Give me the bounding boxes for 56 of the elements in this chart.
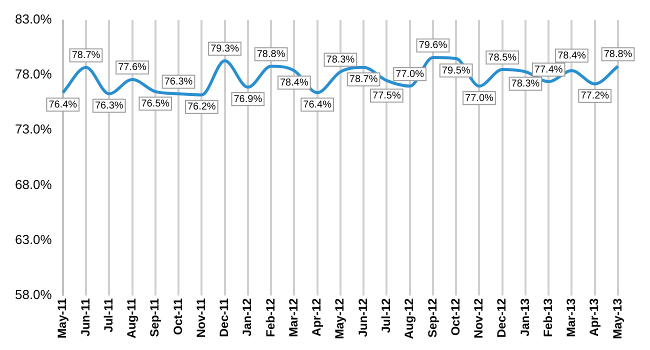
x-tick-label: Sep-11 [148,298,162,338]
x-tick-label: May-11 [55,298,70,338]
x-tick-label: Sep-12 [425,298,440,338]
data-label: 78.4% [558,50,586,62]
x-tick-label: Oct-11 [170,298,185,335]
x-tick-label: Jun-11 [78,298,92,336]
x-tick-label: Jan-13 [518,298,532,336]
x-tick-label: May-12 [332,298,347,339]
data-label: 76.4% [303,99,332,110]
data-label: 78.7% [349,74,378,86]
data-label: 76.5% [141,98,170,110]
x-tick-label: Mar-13 [564,298,578,337]
data-label: 79.5% [442,65,470,76]
x-tick-label: Jun-12 [356,298,370,337]
x-tick-label: Jan-12 [240,298,254,336]
data-label: 76.3% [164,76,193,88]
y-tick-label: 68.0% [14,176,52,192]
data-label: 77.4% [534,64,563,76]
x-tick-label: Feb-12 [263,298,278,337]
data-label: 76.3% [94,100,124,112]
x-tick-label: Oct-12 [448,298,462,336]
x-tick-label: Apr-13 [587,298,602,336]
y-tick-label: 83.0% [14,12,52,27]
x-tick-label: Apr-12 [310,298,324,336]
data-label: 78.8% [604,49,632,60]
data-label: 78.3% [326,54,355,66]
data-label: 77.0% [396,68,424,80]
x-tick-label: May-13 [610,298,624,339]
data-label: 77.0% [465,92,494,104]
x-tick-label: Mar-12 [286,298,300,337]
data-label: 76.4% [48,99,78,110]
data-label: 77.2% [580,90,610,102]
data-label: 77.5% [372,90,401,102]
y-tick-label: 73.0% [14,122,52,137]
x-tick-label: Aug-12 [402,298,416,339]
data-label: 79.3% [210,43,240,54]
y-tick-label: 63.0% [14,232,52,247]
data-label: 76.9% [234,94,262,105]
data-label: 78.8% [256,49,286,60]
x-tick-label: Dec-12 [494,298,509,338]
data-label: 76.2% [187,102,216,113]
x-tick-label: Nov-11 [194,298,208,338]
x-tick-label: Feb-13 [540,298,555,337]
data-label: 78.3% [511,78,540,90]
x-tick-label: Nov-12 [472,298,486,338]
x-tick-label: Jul-11 [101,298,116,332]
x-tick-label: Jul-12 [379,298,394,333]
data-label: 78.7% [72,50,100,62]
x-tick-label: Dec-11 [217,298,232,338]
data-label: 78.4% [280,77,308,88]
data-label: 78.5% [488,52,517,64]
x-tick-label: Aug-11 [124,298,139,338]
data-label: 77.6% [118,62,147,74]
y-tick-label: 78.0% [14,66,52,82]
data-label: 79.6% [418,40,448,52]
y-tick-label: 58.0% [14,286,52,302]
